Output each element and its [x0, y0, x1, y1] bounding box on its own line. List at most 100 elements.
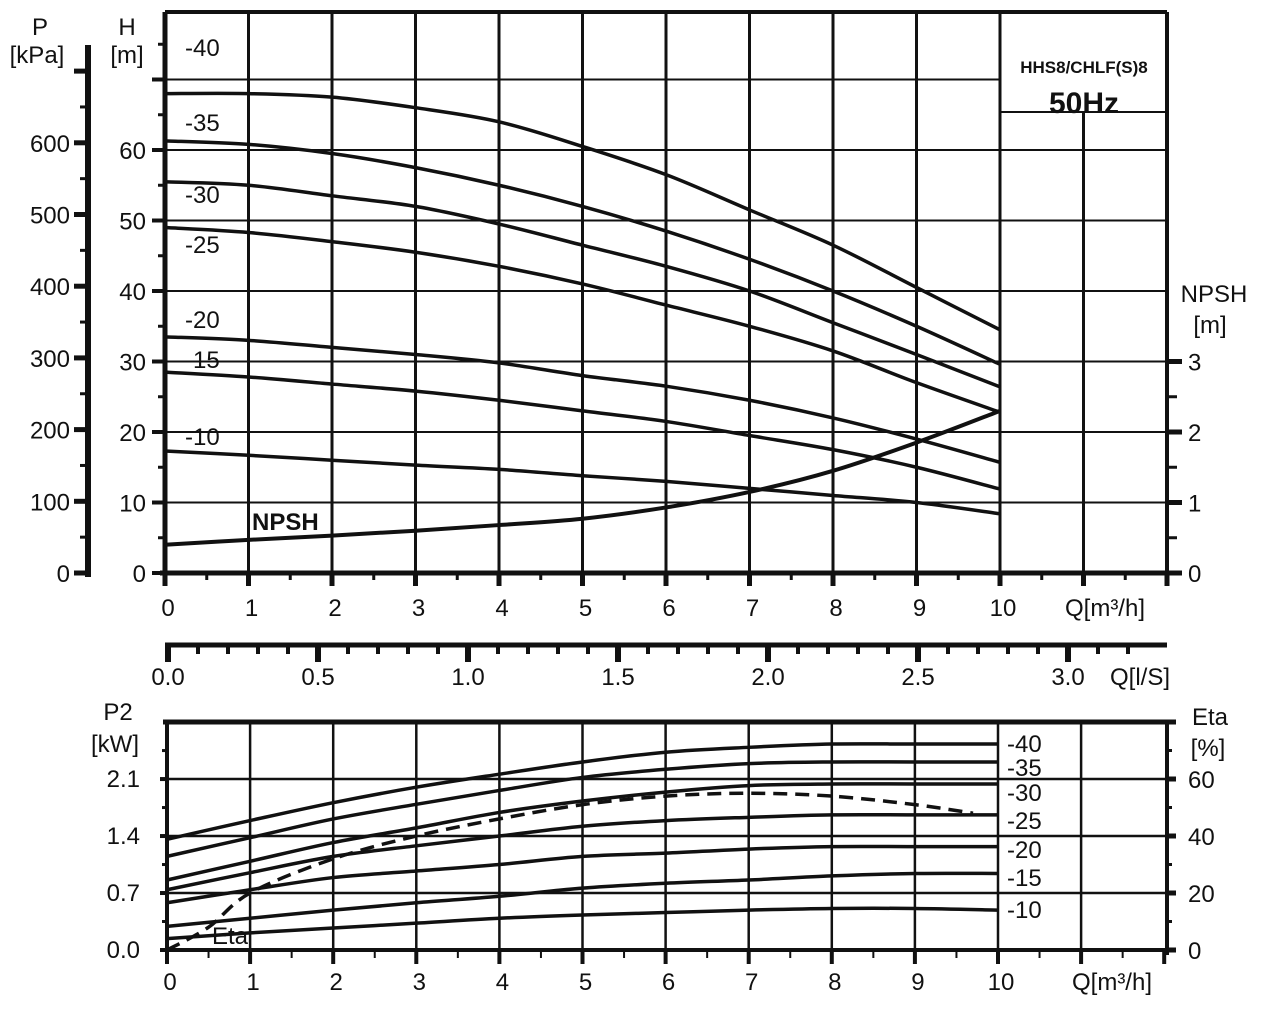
x-tick-label: 10: [990, 595, 1017, 622]
power-curve-label: -40: [1007, 731, 1042, 758]
chart-title: HHS8/CHLF(S)8: [1020, 58, 1148, 77]
x-tick-label: 0: [163, 969, 176, 996]
head-curve-stage-40: [164, 91, 1001, 332]
h-axis-unit: [m]: [110, 42, 143, 69]
npsh-axis-label: NPSH: [1181, 281, 1248, 308]
x-tick-label: 6: [662, 595, 675, 622]
x-tick-label: 5: [579, 969, 592, 996]
p-tick-label: 500: [30, 203, 70, 230]
head-curve-label: -40: [185, 35, 220, 62]
x-tick-label: 9: [913, 595, 926, 622]
x-tick-label: 8: [828, 969, 841, 996]
head-curve-label: -10: [185, 424, 220, 451]
power-curve-stage-35: [166, 760, 998, 859]
p2-tick-label: 0.0: [107, 937, 140, 964]
power-curve-label: -30: [1007, 780, 1042, 807]
head-curve-stage-15: [164, 370, 1001, 491]
qls-tick-label: 0.5: [301, 664, 334, 691]
x-tick-label: 3: [413, 969, 426, 996]
npsh-tick-label: 0: [1188, 561, 1201, 588]
h-tick-label: 50: [119, 209, 146, 236]
qls-tick-label: 0.0: [151, 664, 184, 691]
chart-subtitle: 50Hz: [1049, 87, 1119, 120]
head-curve-label: -20: [185, 307, 220, 334]
p2-tick-label: 0.7: [107, 880, 140, 907]
p-tick-label: 0: [57, 561, 70, 588]
x-tick-label: 2: [328, 595, 341, 622]
power-curve-label: -35: [1007, 755, 1042, 782]
npsh-curve-label: NPSH: [252, 509, 319, 536]
eta-tick-label: 0: [1188, 938, 1201, 965]
x-tick-label: 4: [496, 969, 509, 996]
power-curve-label: -20: [1007, 837, 1042, 864]
head-curve-stage-10: [164, 449, 1001, 516]
p-axis-unit: [kPa]: [10, 42, 65, 69]
x-tick-label: 6: [662, 969, 675, 996]
p-tick-label: 400: [30, 274, 70, 301]
x-tick-label: 9: [911, 969, 924, 996]
h-tick-label: 10: [119, 491, 146, 518]
x-tick-label: 8: [829, 595, 842, 622]
head-curve-label: -35: [185, 110, 220, 137]
power-curve-label: -15: [1007, 865, 1042, 892]
power-curve-stage-10: [166, 906, 999, 941]
eta-axis-unit: [%]: [1191, 735, 1226, 762]
head-curve-stage-25: [164, 225, 1001, 414]
head-curve-stage-30: [164, 179, 1001, 389]
qls-tick-label: 2.0: [751, 664, 784, 691]
efficiency-curve: [166, 791, 974, 952]
head-curve-stage-35: [164, 139, 1001, 366]
h-tick-label: 60: [119, 138, 146, 165]
power-curve-stage-40: [166, 742, 998, 842]
npsh-tick-label: 2: [1188, 420, 1201, 447]
npsh-curve: [164, 408, 1001, 547]
qls-tick-label: 3.0: [1051, 664, 1084, 691]
x-tick-label: 1: [246, 969, 259, 996]
p-tick-label: 100: [30, 489, 70, 516]
x-tick-label: 4: [495, 595, 508, 622]
h-tick-label: 30: [119, 350, 146, 377]
p2-tick-label: 1.4: [107, 823, 140, 850]
eta-tick-label: 60: [1188, 767, 1215, 794]
p-axis-label: P: [32, 14, 48, 41]
power-curve-stage-20: [166, 844, 998, 905]
x-tick-label: 7: [746, 595, 759, 622]
power-curve-stage-15: [166, 871, 999, 929]
p-tick-label: 300: [30, 346, 70, 373]
x-axis-label: Q[m³/h]: [1072, 969, 1152, 996]
eta-axis-label: Eta: [1192, 704, 1229, 731]
qls-tick-label: 2.5: [901, 664, 934, 691]
x-axis-label: Q[m³/h]: [1065, 595, 1145, 622]
x-tick-label: 7: [745, 969, 758, 996]
head-curve-label: -30: [185, 182, 220, 209]
h-axis-label: H: [118, 14, 135, 41]
npsh-tick-label: 1: [1188, 491, 1201, 518]
x-tick-label: 10: [988, 969, 1015, 996]
npsh-axis-unit: [m]: [1193, 312, 1226, 339]
qls-tick-label: 1.0: [451, 664, 484, 691]
npsh-tick-label: 3: [1188, 350, 1201, 377]
h-tick-label: 40: [119, 279, 146, 306]
p2-axis-unit: [kW]: [91, 731, 139, 758]
p-tick-label: 600: [30, 131, 70, 158]
head-curve-stage-20: [164, 335, 1001, 465]
qls-tick-label: 1.5: [601, 664, 634, 691]
eta-tick-label: 40: [1188, 824, 1215, 851]
power-curve-stage-30: [166, 782, 998, 882]
eta-tick-label: 20: [1188, 881, 1215, 908]
p-tick-label: 200: [30, 418, 70, 445]
x-tick-label: 5: [579, 595, 592, 622]
head-curve-label: -15: [185, 347, 220, 374]
power-curve-stage-25: [166, 812, 998, 892]
power-curve-label: -10: [1007, 897, 1042, 924]
p2-axis-label: P2: [103, 699, 132, 726]
x-tick-label: 2: [330, 969, 343, 996]
qls-axis-label: Q[l/S]: [1110, 664, 1170, 691]
power-curve-label: -25: [1007, 808, 1042, 835]
p2-tick-label: 2.1: [107, 766, 140, 793]
x-tick-label: 3: [412, 595, 425, 622]
h-tick-label: 0: [133, 561, 146, 588]
x-tick-label: 1: [245, 595, 258, 622]
efficiency-curve-label: Eta: [212, 923, 249, 950]
